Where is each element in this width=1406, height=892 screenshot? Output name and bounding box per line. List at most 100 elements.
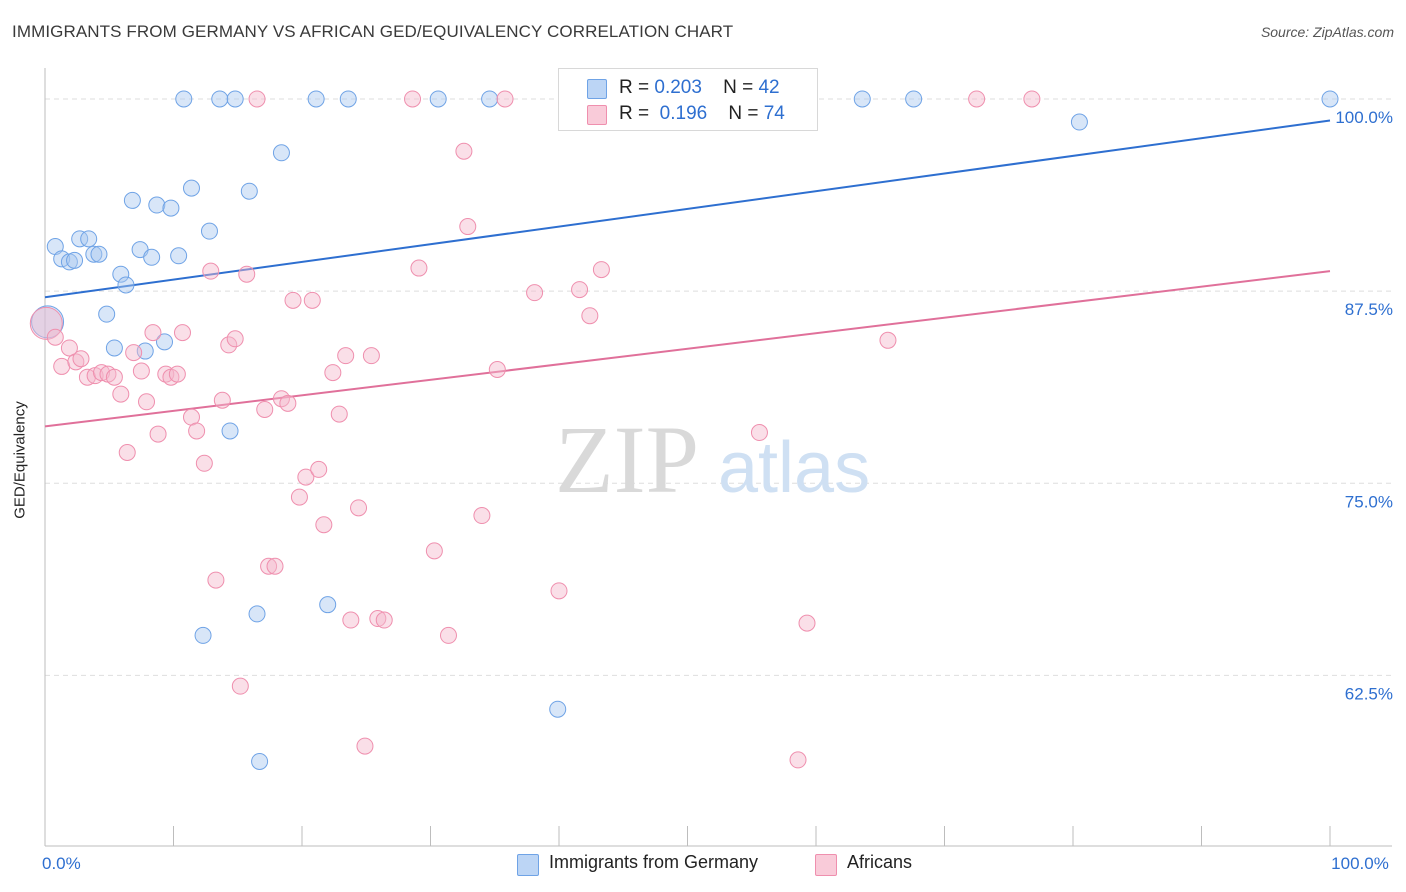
bottom-legend-swatch-africans bbox=[815, 854, 837, 876]
germany-point bbox=[194, 626, 212, 644]
africans-point bbox=[72, 350, 90, 368]
africans-point bbox=[138, 393, 156, 411]
africans-point bbox=[256, 400, 274, 418]
africans-point bbox=[342, 611, 360, 629]
africans-point bbox=[375, 611, 393, 629]
germany-trend-line bbox=[44, 119, 1331, 299]
source-label: Source: ZipAtlas.com bbox=[1260, 24, 1394, 40]
germany-point bbox=[905, 90, 923, 108]
germany-point bbox=[1070, 113, 1088, 131]
africans-point bbox=[46, 328, 64, 346]
axes bbox=[44, 68, 1392, 847]
legend-r-label: R = bbox=[619, 103, 650, 124]
africans-point bbox=[226, 330, 244, 348]
africans-point bbox=[67, 353, 85, 371]
africans-point bbox=[266, 557, 284, 575]
germany-point bbox=[853, 90, 871, 108]
africans-point bbox=[297, 468, 315, 486]
germany-point bbox=[80, 230, 98, 248]
bottom-legend-label-africans: Africans bbox=[847, 852, 913, 872]
africans-point bbox=[105, 368, 123, 386]
watermark-atlas: atlas bbox=[718, 428, 870, 508]
germany-point bbox=[339, 90, 357, 108]
africans-point bbox=[592, 261, 610, 279]
africans-point bbox=[118, 444, 136, 462]
germany-point bbox=[226, 90, 244, 108]
africans-point bbox=[231, 677, 249, 695]
africans-point bbox=[571, 281, 589, 299]
africans-point bbox=[132, 362, 150, 380]
africans-point bbox=[330, 405, 348, 423]
tick-labels: 100.0% 87.5% 75.0% 62.5% 0.0% 100.0% bbox=[42, 108, 1393, 873]
germany-point bbox=[240, 182, 258, 200]
africans-point bbox=[789, 751, 807, 769]
africans-point bbox=[439, 626, 457, 644]
africans-point bbox=[53, 357, 71, 375]
africans-point bbox=[310, 460, 328, 478]
y-axis-label: GED/Equivalency bbox=[11, 401, 29, 519]
africans-point bbox=[350, 499, 368, 517]
germany-point bbox=[90, 245, 108, 263]
legend-r-label: R = bbox=[619, 77, 650, 98]
africans-point bbox=[238, 265, 256, 283]
germany-point bbox=[549, 700, 567, 718]
x-tick-label: 0.0% bbox=[42, 854, 81, 873]
africans-point bbox=[369, 610, 387, 628]
africans-point bbox=[425, 542, 443, 560]
africans-point bbox=[260, 557, 278, 575]
germany-point bbox=[71, 230, 89, 248]
germany-point bbox=[307, 90, 325, 108]
germany-point bbox=[143, 248, 161, 266]
africans-point bbox=[337, 347, 355, 365]
y-tick-label: 62.5% bbox=[1345, 684, 1393, 703]
germany-point bbox=[105, 339, 123, 357]
africans-point bbox=[581, 307, 599, 325]
africans-point bbox=[303, 291, 321, 309]
germany-point bbox=[248, 605, 266, 623]
africans-trend-line bbox=[44, 270, 1331, 428]
africans-point bbox=[968, 90, 986, 108]
data-points bbox=[29, 90, 1339, 770]
germany-point bbox=[481, 90, 499, 108]
africans-point bbox=[144, 324, 162, 342]
germany-point bbox=[429, 90, 447, 108]
germany-point bbox=[112, 265, 130, 283]
africans-point bbox=[248, 90, 266, 108]
bottom-legend-label-germany: Immigrants from Germany bbox=[549, 852, 759, 872]
y-tick-label: 75.0% bbox=[1345, 492, 1393, 511]
africans-point bbox=[29, 306, 63, 340]
germany-point bbox=[66, 251, 84, 269]
legend-n-label: N = bbox=[723, 77, 754, 98]
legend-r-value-germany: 0.203 bbox=[654, 77, 702, 98]
africans-point bbox=[93, 364, 111, 382]
legend-n-label: N = bbox=[728, 103, 759, 124]
africans-point bbox=[550, 582, 568, 600]
x-tick-label: 100.0% bbox=[1331, 854, 1389, 873]
correlation-legend: R = 0.203 N = 42 R = 0.196 N = 74 bbox=[558, 68, 818, 131]
bottom-legend-swatch-germany bbox=[517, 854, 539, 876]
africans-point bbox=[315, 516, 333, 534]
africans-point bbox=[404, 90, 422, 108]
africans-point bbox=[279, 394, 297, 412]
germany-point bbox=[200, 222, 218, 240]
germany-point bbox=[182, 179, 200, 197]
africans-point bbox=[207, 571, 225, 589]
africans-point bbox=[324, 364, 342, 382]
africans-point bbox=[202, 262, 220, 280]
africans-point bbox=[168, 365, 186, 383]
germany-point bbox=[117, 276, 135, 294]
africans-point bbox=[473, 507, 491, 525]
y-tick-label: 87.5% bbox=[1345, 300, 1393, 319]
germany-point bbox=[162, 199, 180, 217]
germany-point bbox=[319, 596, 337, 614]
y-tick-label: 100.0% bbox=[1335, 108, 1393, 127]
germany-point bbox=[156, 333, 174, 351]
africans-point bbox=[356, 737, 374, 755]
chart-title: IMMIGRANTS FROM GERMANY VS AFRICAN GED/E… bbox=[12, 22, 734, 41]
germany-point bbox=[85, 245, 103, 263]
africans-point bbox=[455, 142, 473, 160]
africans-point bbox=[488, 361, 506, 379]
watermark-zip: ZIP bbox=[555, 406, 699, 513]
africans-point bbox=[60, 339, 78, 357]
africans-point bbox=[157, 365, 175, 383]
